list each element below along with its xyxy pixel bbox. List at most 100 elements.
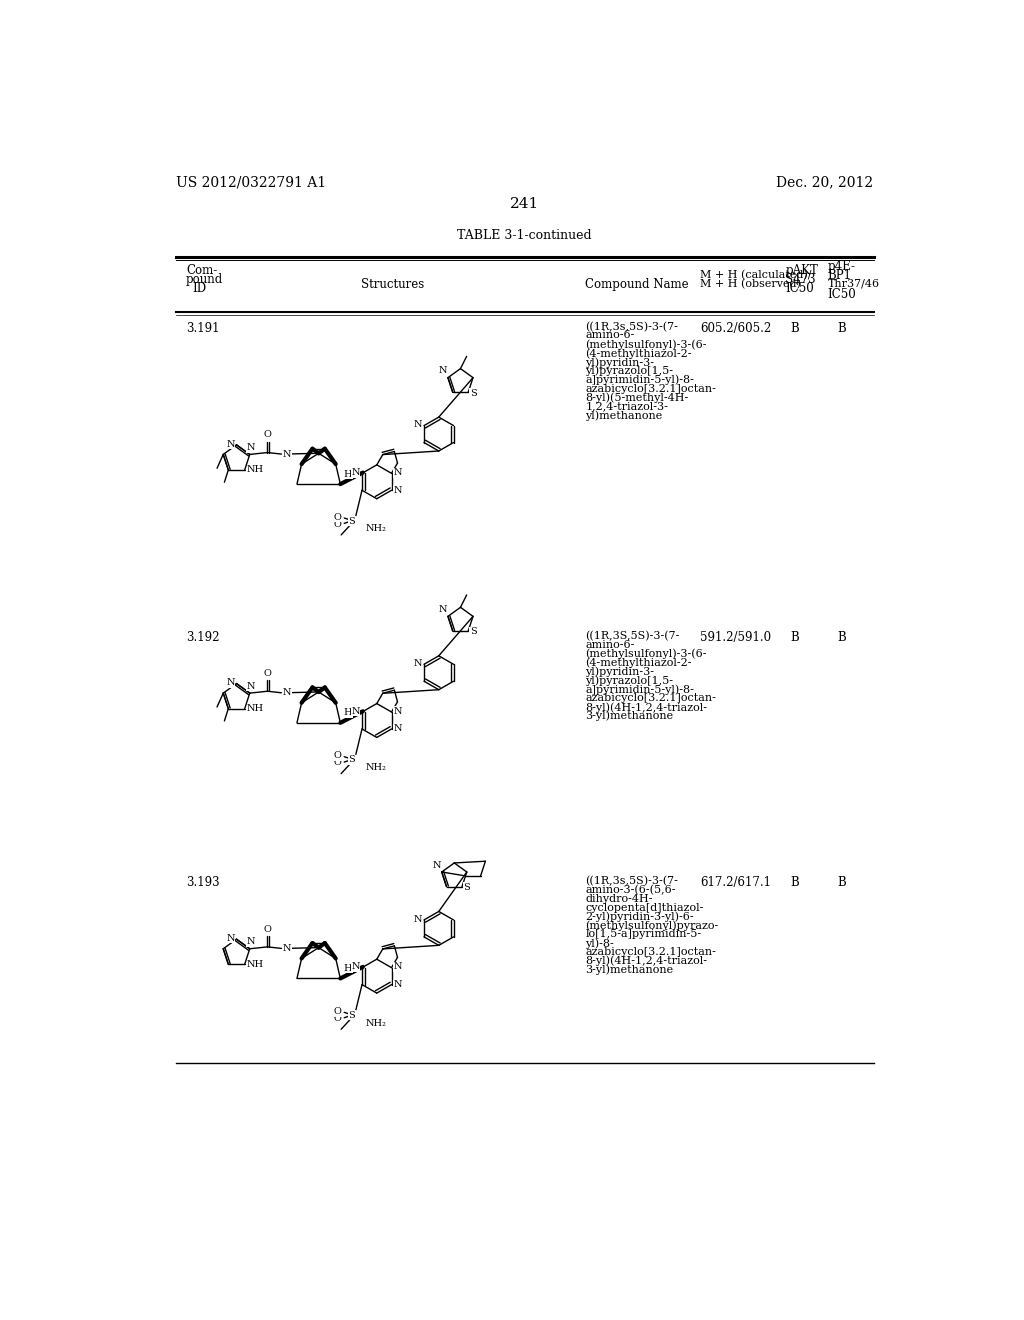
Text: N: N [247,682,255,690]
Text: dihydro-4H-: dihydro-4H- [586,894,652,904]
Text: S: S [470,388,476,397]
Text: O: O [333,751,341,760]
Text: N: N [414,659,422,668]
Text: N: N [414,420,422,429]
Text: ((1R,3S,5S)-3-(7-: ((1R,3S,5S)-3-(7- [586,631,680,642]
Text: NH: NH [247,960,264,969]
Text: yl)pyrazolo[1,5-: yl)pyrazolo[1,5- [586,366,673,376]
Text: (4-methylthiazol-2-: (4-methylthiazol-2- [586,657,692,668]
Text: ((1R,3s,5S)-3-(7-: ((1R,3s,5S)-3-(7- [586,322,678,333]
Text: N: N [351,706,359,715]
Text: IC50: IC50 [827,288,856,301]
Text: 3.191: 3.191 [186,322,219,335]
Text: N: N [247,937,255,946]
Text: N: N [226,440,234,449]
Text: Structures: Structures [360,277,424,290]
Text: O: O [333,520,341,528]
Text: N: N [438,605,447,614]
Text: yl)methanone: yl)methanone [586,411,663,421]
Text: B: B [791,876,799,890]
Text: O: O [333,1014,341,1023]
Text: 605.2/605.2: 605.2/605.2 [700,322,771,335]
Text: O: O [333,512,341,521]
Text: amino-6-: amino-6- [586,640,635,649]
Text: Thr37/46: Thr37/46 [827,279,880,289]
Text: NH: NH [247,704,264,713]
Text: S: S [470,627,476,636]
Text: 8-yl)(4H-1,2,4-triazol-: 8-yl)(4H-1,2,4-triazol- [586,956,708,966]
Text: amino-3-(6-(5,6-: amino-3-(6-(5,6- [586,884,676,895]
Text: BP1: BP1 [827,269,852,282]
Text: azabicyclo[3.2.1]octan-: azabicyclo[3.2.1]octan- [586,384,716,393]
Text: N: N [438,367,447,375]
Text: N: N [283,944,292,953]
Text: O: O [263,669,271,678]
Text: N: N [394,486,402,495]
Text: (4-methylthiazol-2-: (4-methylthiazol-2- [586,348,692,359]
Text: H: H [343,709,352,717]
Text: TABLE 3-1-continued: TABLE 3-1-continued [458,230,592,243]
Text: (methylsulfonyl)-3-(6-: (methylsulfonyl)-3-(6- [586,339,707,350]
Text: N: N [226,678,234,688]
Text: B: B [838,876,846,890]
Text: 8-yl)(4H-1,2,4-triazol-: 8-yl)(4H-1,2,4-triazol- [586,702,708,713]
Text: N: N [394,981,402,989]
Text: O: O [263,925,271,933]
Text: B: B [838,631,846,644]
Text: N: N [394,706,402,715]
Text: S: S [348,516,355,525]
Text: IC50: IC50 [785,282,814,296]
Text: 591.2/591.0: 591.2/591.0 [700,631,771,644]
Text: p4E-: p4E- [827,260,856,273]
Text: lo[1,5-a]pyrimidin-5-: lo[1,5-a]pyrimidin-5- [586,929,701,939]
Text: 3-yl)methanone: 3-yl)methanone [586,711,674,722]
Text: 241: 241 [510,197,540,211]
Text: N: N [351,469,359,477]
Text: a]pyrimidin-5-yl)-8-: a]pyrimidin-5-yl)-8- [586,375,694,385]
Text: N: N [283,688,292,697]
Text: (methylsulfonyl)-3-(6-: (methylsulfonyl)-3-(6- [586,649,707,660]
Text: yl)-8-: yl)-8- [586,939,614,949]
Text: B: B [791,631,799,644]
Text: N: N [394,469,402,477]
Text: azabicyclo[3.2.1]octan-: azabicyclo[3.2.1]octan- [586,693,716,704]
Text: S: S [464,883,470,892]
Text: N: N [226,935,234,942]
Text: NH₂: NH₂ [366,524,387,533]
Text: S473: S473 [785,273,816,286]
Text: S: S [348,755,355,764]
Text: 3-yl)methanone: 3-yl)methanone [586,965,674,975]
Text: 3.192: 3.192 [186,631,219,644]
Text: 2-yl)pyridin-3-yl)-6-: 2-yl)pyridin-3-yl)-6- [586,911,694,923]
Text: 3.193: 3.193 [186,876,220,890]
Text: pound: pound [186,273,223,286]
Text: amino-6-: amino-6- [586,330,635,341]
Text: O: O [333,759,341,767]
Text: H: H [343,964,352,973]
Text: N: N [394,725,402,734]
Text: M + H (calculated)/: M + H (calculated)/ [700,271,811,280]
Text: a]pyrimidin-5-yl)-8-: a]pyrimidin-5-yl)-8- [586,684,694,694]
Text: 617.2/617.1: 617.2/617.1 [700,876,771,890]
Text: NH₂: NH₂ [366,763,387,772]
Text: yl)pyridin-3-: yl)pyridin-3- [586,667,654,677]
Text: N: N [283,450,292,458]
Text: US 2012/0322791 A1: US 2012/0322791 A1 [176,176,327,189]
Text: S: S [348,1011,355,1020]
Text: B: B [791,322,799,335]
Text: N: N [414,915,422,924]
Text: NH₂: NH₂ [366,1019,387,1027]
Text: (methylsulfonyl)pyrazo-: (methylsulfonyl)pyrazo- [586,920,719,931]
Text: O: O [333,1007,341,1016]
Text: N: N [247,444,255,453]
Text: yl)pyridin-3-: yl)pyridin-3- [586,358,654,368]
Text: O: O [263,430,271,440]
Text: Dec. 20, 2012: Dec. 20, 2012 [776,176,873,189]
Text: N: N [432,861,441,870]
Text: pAKT: pAKT [785,264,818,277]
Text: M + H (observed): M + H (observed) [700,280,801,289]
Text: Compound Name: Compound Name [586,277,689,290]
Text: N: N [351,962,359,972]
Text: 8-yl)(5-methyl-4H-: 8-yl)(5-methyl-4H- [586,392,688,403]
Text: yl)pyrazolo[1,5-: yl)pyrazolo[1,5- [586,676,673,686]
